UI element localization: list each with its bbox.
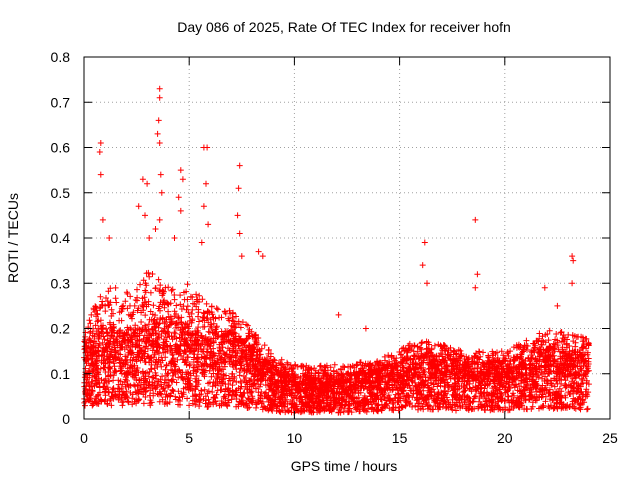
y-tick-label: 0.3 — [51, 275, 71, 291]
y-tick-label: 0.8 — [51, 49, 71, 65]
y-tick-label: 0.6 — [51, 140, 71, 156]
x-axis-title: GPS time / hours — [291, 458, 398, 474]
x-tick-label: 5 — [185, 430, 193, 446]
grid — [84, 57, 610, 419]
x-tick-label: 20 — [497, 430, 513, 446]
y-tick-label: 0.7 — [51, 94, 71, 110]
x-tick-label: 15 — [392, 430, 408, 446]
y-tick-label: 0 — [62, 411, 70, 427]
data-points — [81, 85, 592, 416]
axis-ticks: 0 0.1 0.2 0.3 0.4 0.5 0.6 0.7 0.8 0 5 10 15 20 25 — [51, 49, 618, 446]
y-tick-label: 0.1 — [51, 366, 71, 382]
roti-markers — [81, 85, 592, 416]
y-tick-label: 0.5 — [51, 185, 71, 201]
x-tick-label: 10 — [287, 430, 303, 446]
y-axis-title: ROTI / TECUs — [5, 193, 21, 283]
x-tick-label: 25 — [602, 430, 618, 446]
x-tick-label: 0 — [80, 430, 88, 446]
y-tick-label: 0.4 — [51, 230, 71, 246]
y-tick-label: 0.2 — [51, 321, 71, 337]
chart-title: Day 086 of 2025, Rate Of TEC Index for r… — [177, 19, 511, 35]
